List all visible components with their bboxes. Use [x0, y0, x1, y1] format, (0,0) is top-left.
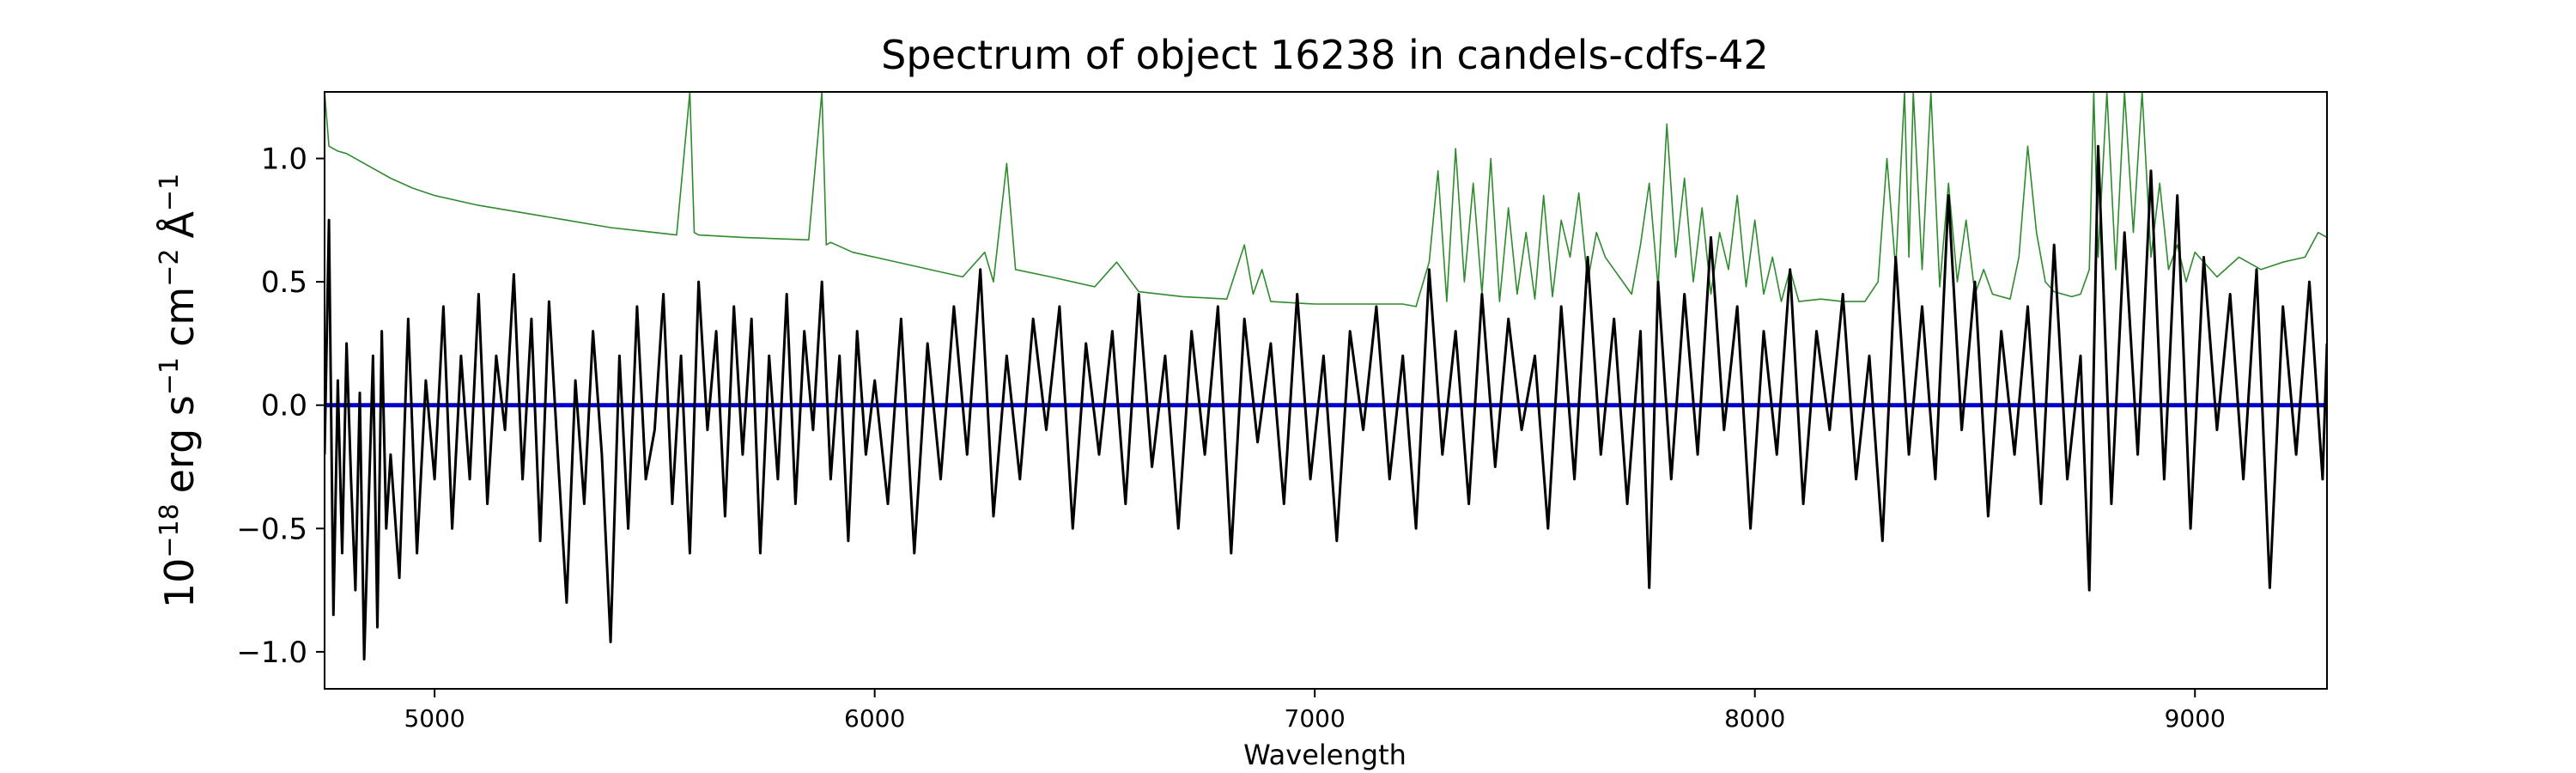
- y-axis-label: 10−18erg s−1cm−2Å−1: [155, 173, 203, 608]
- y-tick-label: 0.0: [261, 389, 307, 423]
- y-tick-label: −1.0: [236, 636, 307, 670]
- x-tick-label: 8000: [1724, 704, 1785, 733]
- y-label-unit2-exp: −2: [155, 249, 185, 287]
- y-label-unit3-exp: −1: [155, 173, 185, 211]
- series-layer: [325, 92, 2327, 660]
- y-tick-label: 1.0: [261, 143, 307, 177]
- y-label-unit2: cm: [156, 287, 203, 347]
- y-label-base: 10: [156, 558, 203, 609]
- y-tick-label: 0.5: [261, 265, 307, 300]
- y-label-unit1: erg s: [156, 395, 203, 493]
- series-line-flux: [325, 144, 2327, 660]
- x-axis: 5000 6000 7000 8000 9000: [404, 689, 2226, 733]
- y-label-base-exp: −18: [155, 503, 185, 557]
- series-line-error: [325, 92, 2327, 307]
- plot-frame: [324, 91, 2328, 690]
- y-label-unit1-exp: −1: [155, 357, 185, 395]
- x-axis-label: Wavelength: [1243, 739, 1406, 771]
- y-label-unit3: Å: [156, 211, 203, 239]
- x-tick-label: 9000: [2165, 704, 2226, 733]
- chart-title: Spectrum of object 16238 in candels-cdfs…: [881, 32, 1769, 78]
- x-tick-label: 6000: [844, 704, 905, 733]
- x-tick-label: 7000: [1285, 704, 1346, 733]
- x-tick-label: 5000: [404, 704, 465, 733]
- y-tick-label: −0.5: [236, 512, 307, 546]
- y-axis: −1.0 −0.5 0.0 0.5 1.0: [236, 143, 325, 670]
